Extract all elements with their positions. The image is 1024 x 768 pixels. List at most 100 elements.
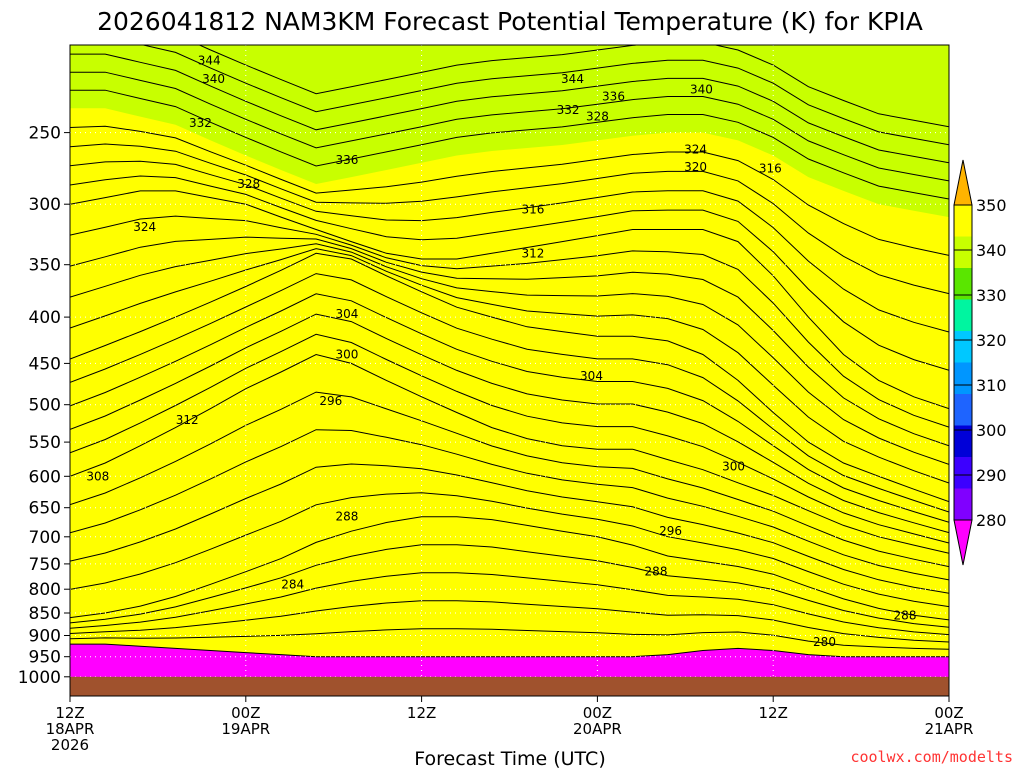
contour-line <box>70 463 949 594</box>
contour-line <box>70 313 949 534</box>
y-tick-label: 800 <box>29 580 61 600</box>
colorbar-segment <box>954 362 972 394</box>
y-tick-label: 350 <box>29 256 61 276</box>
contour-line <box>70 429 949 581</box>
y-tick-label: 300 <box>29 195 61 215</box>
contour-label: 340 <box>202 72 225 86</box>
y-tick-label: 650 <box>29 499 61 519</box>
contour-line <box>70 628 949 650</box>
contour-label: 340 <box>690 83 713 97</box>
contour-label: 316 <box>521 202 544 216</box>
contour-label: 328 <box>586 110 609 124</box>
contour-line <box>198 45 949 128</box>
contour-line <box>70 516 949 621</box>
colorbar-label: 310 <box>976 376 1007 395</box>
x-tick-label: 18APR <box>46 720 95 738</box>
y-tick-label: 1000 <box>18 668 61 688</box>
contour-line <box>141 45 949 146</box>
contour-label: 316 <box>759 162 782 176</box>
y-axis-ticks: 250 300 350 400 450 500 550 600 650 700 750 800 850 9… <box>18 124 70 688</box>
ground-band <box>70 676 949 696</box>
contour-line <box>70 333 949 544</box>
plot-frame <box>69 44 950 697</box>
y-tick-label: 450 <box>29 354 61 374</box>
chart-title: 2026041812 NAM3KM Forecast Potential Tem… <box>97 7 923 36</box>
contour-line <box>70 572 949 636</box>
contour-label: 324 <box>684 143 707 157</box>
colorbar-label: 300 <box>976 421 1007 440</box>
colorbar-segment <box>954 331 972 363</box>
contour-label: 284 <box>281 577 304 591</box>
contour-line <box>70 53 949 164</box>
contour-label: 280 <box>813 635 836 649</box>
contour-label: 336 <box>335 153 358 167</box>
contour-label: 332 <box>189 116 212 130</box>
contour-line <box>70 71 949 182</box>
contour-label: 288 <box>335 510 358 524</box>
contour-line <box>70 273 949 513</box>
colorbar: 280 290 300 310 320 330 340 350 <box>953 159 1007 566</box>
contour-label: 320 <box>684 160 707 174</box>
credit-text: coolwx.com/modelts <box>850 748 1013 766</box>
contour-label: 300 <box>335 348 358 362</box>
colorbar-label: 290 <box>976 466 1007 485</box>
colorbar-segment <box>954 268 972 300</box>
colorbar-segment <box>954 236 972 268</box>
x-tick-label: 00Z <box>231 704 260 722</box>
colorbar-label: 340 <box>976 241 1007 260</box>
y-tick-label: 600 <box>29 467 61 487</box>
colorbar-label: 320 <box>976 331 1007 350</box>
contour-label: 332 <box>557 103 580 117</box>
contour-line <box>70 492 949 608</box>
contour-label: 336 <box>602 89 625 103</box>
contour-line <box>70 89 949 200</box>
colorbar-segment <box>954 205 972 237</box>
contour-line <box>70 252 949 503</box>
contour-line <box>70 215 949 428</box>
y-tick-label: 250 <box>29 124 61 144</box>
fill-band-below-330 <box>70 108 949 696</box>
colorbar-label: 350 <box>976 196 1007 215</box>
contour-label: 312 <box>521 246 544 260</box>
contour-label: 300 <box>722 459 745 473</box>
contour-line <box>70 600 949 643</box>
contour-line <box>70 243 949 465</box>
contour-line <box>70 160 949 333</box>
x-tick-label: 00Z <box>583 704 612 722</box>
y-tick-label: 750 <box>29 555 61 575</box>
contour-label: 312 <box>176 413 199 427</box>
colorbar-label: 330 <box>976 286 1007 305</box>
contour-line <box>70 125 949 256</box>
ground-fill <box>70 676 949 696</box>
contour-label: 328 <box>237 177 260 191</box>
colorbar-min-arrow <box>953 519 973 566</box>
contour-label: 308 <box>86 469 109 483</box>
contour-label: 296 <box>319 394 342 408</box>
y-tick-label: 950 <box>29 648 61 668</box>
colorbar-label: 280 <box>976 511 1007 530</box>
colorbar-segment <box>954 457 972 489</box>
x-tick-label: 20APR <box>573 720 622 738</box>
contour-line <box>70 248 949 484</box>
contour-line <box>70 391 949 568</box>
x-tick-label: 12Z <box>55 704 84 722</box>
contour-label: 288 <box>894 608 917 622</box>
y-tick-label: 850 <box>29 604 61 624</box>
contour-line <box>70 175 949 371</box>
y-tick-label: 900 <box>29 627 61 647</box>
plot-contours <box>70 45 949 658</box>
contour-label: 304 <box>580 369 603 383</box>
x-axis-label: Forecast Time (UTC) <box>414 748 605 768</box>
y-tick-label: 500 <box>29 396 61 416</box>
y-tick-label: 550 <box>29 433 61 453</box>
contour-line <box>70 293 949 523</box>
x-tick-label: 00Z <box>934 704 963 722</box>
contour-label: 344 <box>198 53 221 67</box>
contour-line <box>70 236 949 447</box>
y-tick-label: 700 <box>29 528 61 548</box>
contour-label: 288 <box>645 565 668 579</box>
contour-label: 324 <box>133 220 156 234</box>
colorbar-max-arrow <box>953 159 973 206</box>
contour-line <box>70 544 949 628</box>
